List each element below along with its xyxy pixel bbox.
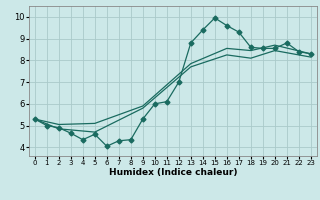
X-axis label: Humidex (Indice chaleur): Humidex (Indice chaleur) xyxy=(108,168,237,177)
